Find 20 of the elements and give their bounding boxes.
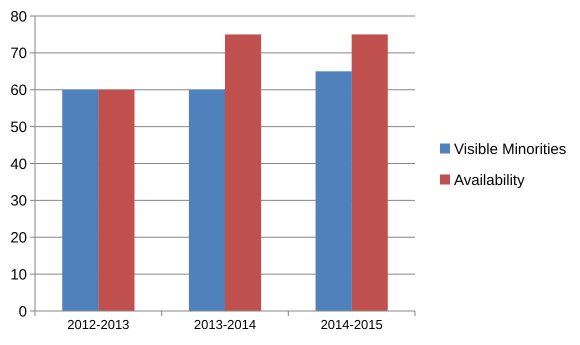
y-tick-label: 10 <box>10 266 27 284</box>
bar <box>352 34 388 311</box>
x-tick-label: 2014-2015 <box>320 317 383 332</box>
y-tick-label: 80 <box>10 8 27 26</box>
y-tick-label: 60 <box>10 82 27 99</box>
bar <box>98 90 134 311</box>
y-tick-label: 0 <box>18 303 27 320</box>
x-tick-label: 2012-2013 <box>67 317 130 332</box>
y-tick-label: 20 <box>10 230 27 246</box>
x-tick-label: 2013-2014 <box>194 317 256 332</box>
bar <box>316 71 352 311</box>
y-tick-label: 30 <box>10 192 27 210</box>
y-tick-label: 40 <box>10 156 27 173</box>
y-tick-label: 70 <box>10 45 27 62</box>
y-tick-label: 50 <box>10 118 27 136</box>
legend-label: Availability <box>454 172 526 189</box>
bar <box>188 90 225 311</box>
bar <box>62 90 98 311</box>
legend-label: Visible Minorities <box>454 140 566 158</box>
bar <box>225 34 262 311</box>
